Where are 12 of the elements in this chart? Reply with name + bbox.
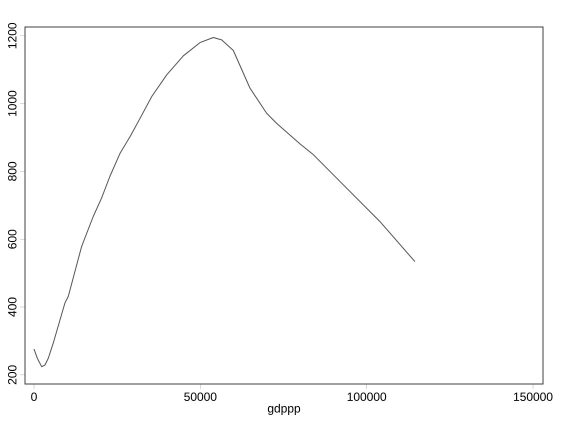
y-tick-label: 200 [8, 365, 16, 384]
x-tick-label: 150000 [514, 392, 553, 401]
line-series [33, 36, 416, 368]
y-tick-label: 1000 [8, 90, 16, 116]
x-tick-label: 0 [31, 392, 37, 401]
x-axis-title: gdppp [268, 404, 300, 415]
y-tick-label: 800 [8, 162, 16, 181]
x-tick-label: 50000 [184, 392, 216, 401]
x-tick-label: 100000 [348, 392, 386, 401]
y-tick-label: 1200 [8, 22, 16, 48]
y-tick-label: 400 [8, 298, 16, 317]
y-tick-label: 600 [8, 230, 16, 249]
